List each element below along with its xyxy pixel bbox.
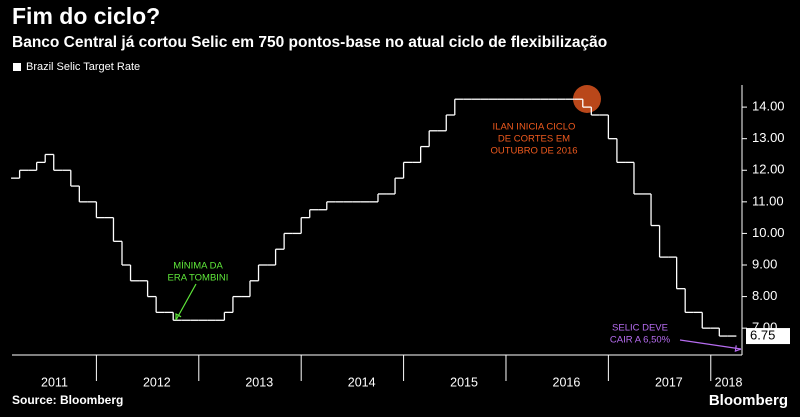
x-tick-label: 2012 <box>143 375 171 389</box>
last-value-box <box>746 328 790 345</box>
x-tick-label: 2016 <box>553 375 581 389</box>
x-tick-label: 2014 <box>348 375 376 389</box>
highlight-circle <box>573 85 601 113</box>
x-tick-label: 2018 <box>715 375 743 389</box>
x-tick-label: 2017 <box>655 375 683 389</box>
y-tick-label: 11.00 <box>752 193 784 208</box>
x-tick-label: 2011 <box>41 375 68 389</box>
chart-title: Fim do ciclo? <box>12 3 160 29</box>
y-tick-label: 12.00 <box>752 162 785 177</box>
annotation-arrow <box>679 339 742 350</box>
y-tick-label: 10.00 <box>752 225 785 240</box>
annotation-arrow <box>175 283 197 321</box>
y-tick-label: 9.00 <box>752 256 777 271</box>
legend-label: Brazil Selic Target Rate <box>26 61 140 73</box>
annotation-arrowhead <box>175 312 182 321</box>
annotation: OUTUBRO DE 2016 <box>490 146 577 157</box>
x-tick-label: 2015 <box>450 375 478 389</box>
annotation: DE CORTES EM <box>498 134 570 145</box>
chart-subtitle: Banco Central já cortou Selic em 750 pon… <box>12 34 607 51</box>
last-value-label: 6.75 <box>750 327 775 342</box>
brand: Bloomberg <box>709 392 788 409</box>
annotation: MÍNIMA DA <box>173 261 223 272</box>
y-tick-label: 8.00 <box>752 288 777 303</box>
annotation: ILAN INICIA CICLO <box>493 122 576 133</box>
annotation-arrowhead <box>734 345 742 352</box>
annotation: ERA TOMBINI <box>168 273 229 284</box>
annotation: CAIR A 6,50% <box>610 335 671 346</box>
source: Source: Bloomberg <box>12 393 123 407</box>
y-tick-label: 14.00 <box>752 99 785 114</box>
x-tick-label: 2013 <box>245 375 273 389</box>
y-tick-label: 13.00 <box>752 130 785 145</box>
annotation: SELIC DEVE <box>612 323 668 334</box>
legend-swatch <box>13 63 21 71</box>
